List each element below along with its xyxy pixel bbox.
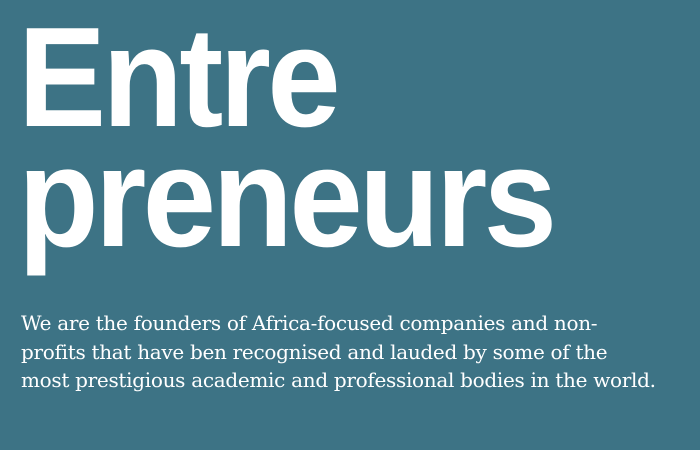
title-line-1: Entre: [18, 0, 341, 157]
description-text: We are the founders of Africa-focused co…: [21, 311, 656, 392]
title-line-2: preneurs: [18, 118, 557, 277]
page-title: Entre preneurs: [18, 0, 557, 277]
